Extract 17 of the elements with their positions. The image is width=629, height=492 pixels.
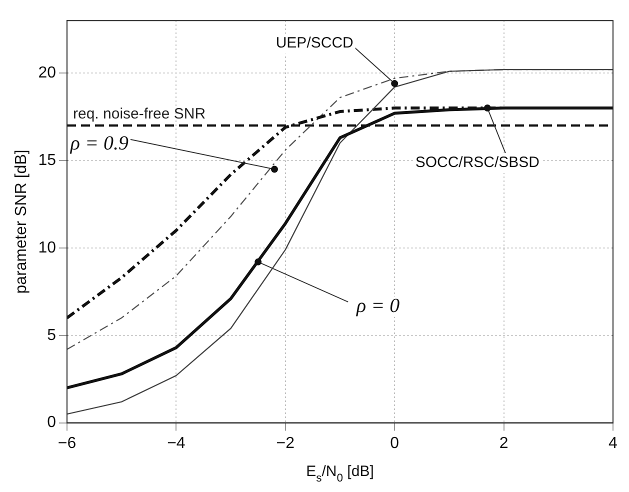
- x-tick-label: −6: [58, 434, 76, 452]
- x-tick-label: 2: [499, 434, 508, 452]
- y-tick-label: 0: [47, 414, 56, 432]
- annotation: SOCC/RSC/SBSD: [415, 154, 540, 172]
- x-tick-label: 4: [608, 434, 618, 452]
- annotation: UEP/SCCD: [276, 34, 354, 52]
- x-tick-label: −2: [276, 434, 295, 452]
- x-tick-label: −4: [167, 434, 186, 452]
- y-tick-label: 10: [38, 239, 56, 256]
- y-tick-label: 15: [38, 152, 56, 169]
- y-tick-label: 5: [47, 326, 56, 344]
- x-tick-label: 0: [390, 434, 400, 452]
- y-axis-title: parameter SNR [dB]: [13, 150, 30, 294]
- annotation: ρ = 0: [356, 295, 400, 318]
- y-tick-label: 20: [38, 64, 56, 82]
- ref-line-label: req. noise-free SNR: [72, 106, 206, 123]
- annotation: ρ = 0.9: [69, 132, 129, 154]
